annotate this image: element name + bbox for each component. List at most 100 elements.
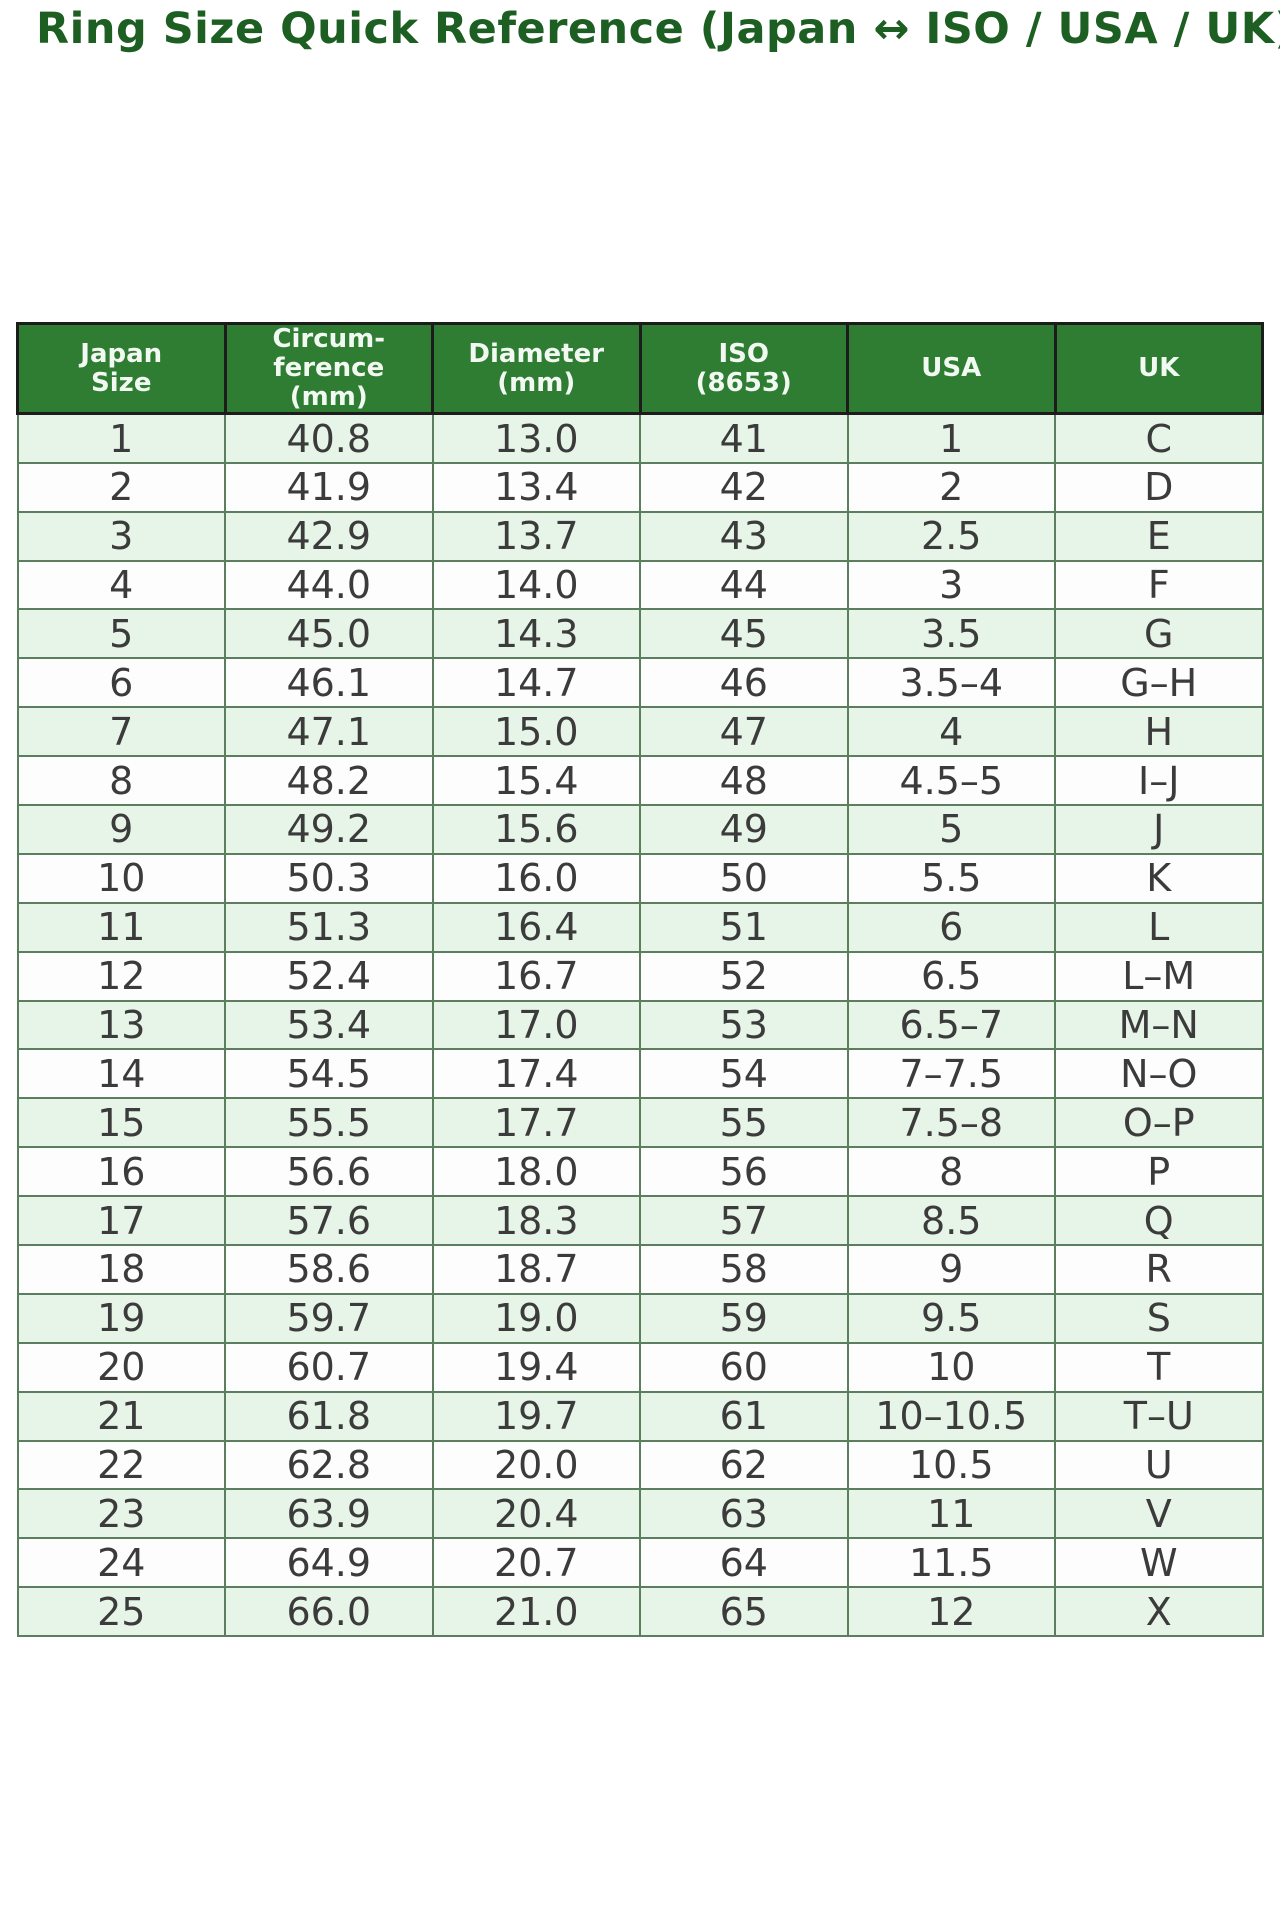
table-header-row: Japan Size Circum- ference (mm) Diameter… bbox=[16, 321, 1264, 416]
table-cell-iso: 49 bbox=[639, 803, 849, 855]
table-cell-usa: 9.5 bbox=[846, 1292, 1056, 1344]
table-cell-usa: 8 bbox=[846, 1146, 1056, 1198]
ring-size-table: Japan Size Circum- ference (mm) Diameter… bbox=[16, 321, 1264, 1638]
table-cell-usa: 8.5 bbox=[846, 1195, 1056, 1246]
table-cell-iso: 54 bbox=[639, 1048, 849, 1100]
table-row: 25 66.0 21.0 65 12 X bbox=[16, 1586, 1264, 1638]
table-cell-diameter: 14.3 bbox=[431, 608, 641, 660]
table-cell-diameter: 20.7 bbox=[431, 1537, 641, 1589]
table-cell-usa: 9 bbox=[846, 1243, 1056, 1295]
table-cell-circumference: 44.0 bbox=[224, 559, 434, 611]
table-cell-japan: 25 bbox=[16, 1586, 226, 1638]
table-cell-iso: 65 bbox=[639, 1586, 849, 1638]
table-cell-diameter: 16.7 bbox=[431, 950, 641, 1002]
table-cell-japan: 11 bbox=[16, 901, 226, 953]
table-cell-diameter: 15.0 bbox=[431, 706, 641, 758]
table-cell-circumference: 60.7 bbox=[224, 1341, 434, 1393]
table-cell-japan: 20 bbox=[16, 1341, 226, 1393]
table-cell-diameter: 13.7 bbox=[431, 510, 641, 562]
table-cell-usa: 1 bbox=[846, 412, 1056, 464]
table-cell-usa: 2 bbox=[846, 461, 1056, 513]
table-cell-circumference: 57.6 bbox=[224, 1195, 434, 1246]
table-row: 24 64.9 20.7 64 11.5 W bbox=[16, 1537, 1264, 1589]
table-cell-uk: Q bbox=[1054, 1195, 1264, 1246]
table-cell-uk: J bbox=[1054, 803, 1264, 855]
table-cell-uk: G–H bbox=[1054, 657, 1264, 709]
table-cell-iso: 41 bbox=[639, 412, 849, 464]
table-cell-diameter: 17.4 bbox=[431, 1048, 641, 1100]
column-header-circumference: Circum- ference (mm) bbox=[223, 321, 434, 416]
table-cell-uk: D bbox=[1054, 461, 1264, 513]
table-cell-uk: H bbox=[1054, 706, 1264, 758]
table-cell-iso: 47 bbox=[639, 706, 849, 758]
table-container: Japan Size Circum- ference (mm) Diameter… bbox=[16, 321, 1264, 1638]
table-cell-iso: 43 bbox=[639, 510, 849, 562]
table-cell-iso: 59 bbox=[639, 1292, 849, 1344]
table-cell-japan: 18 bbox=[16, 1243, 226, 1295]
table-cell-japan: 15 bbox=[16, 1097, 226, 1149]
table-cell-japan: 21 bbox=[16, 1390, 226, 1442]
table-cell-japan: 6 bbox=[16, 657, 226, 709]
table-cell-usa: 4 bbox=[846, 706, 1056, 758]
table-cell-iso: 50 bbox=[639, 852, 849, 904]
table-cell-uk: P bbox=[1054, 1146, 1264, 1198]
table-cell-japan: 22 bbox=[16, 1439, 226, 1491]
table-cell-uk: R bbox=[1054, 1243, 1264, 1295]
table-cell-circumference: 55.5 bbox=[224, 1097, 434, 1149]
table-row: 22 62.8 20.0 62 10.5 U bbox=[16, 1439, 1264, 1491]
table-cell-japan: 14 bbox=[16, 1048, 226, 1100]
table-row: 17 57.6 18.3 57 8.5 Q bbox=[16, 1195, 1264, 1246]
table-cell-circumference: 51.3 bbox=[224, 901, 434, 953]
table-cell-uk: E bbox=[1054, 510, 1264, 562]
table-cell-usa: 6 bbox=[846, 901, 1056, 953]
table-cell-japan: 12 bbox=[16, 950, 226, 1002]
table-row: 8 48.2 15.4 48 4.5–5 I–J bbox=[16, 755, 1264, 806]
table-row: 5 45.0 14.3 45 3.5 G bbox=[16, 608, 1264, 660]
table-cell-japan: 17 bbox=[16, 1195, 226, 1246]
table-cell-circumference: 46.1 bbox=[224, 657, 434, 709]
table-cell-uk: O–P bbox=[1054, 1097, 1264, 1149]
table-cell-iso: 63 bbox=[639, 1488, 849, 1540]
table-row: 14 54.5 17.4 54 7–7.5 N–O bbox=[16, 1048, 1264, 1100]
table-cell-diameter: 16.0 bbox=[431, 852, 641, 904]
table-cell-iso: 64 bbox=[639, 1537, 849, 1589]
table-cell-circumference: 66.0 bbox=[224, 1586, 434, 1638]
table-cell-uk: S bbox=[1054, 1292, 1264, 1344]
table-cell-diameter: 20.0 bbox=[431, 1439, 641, 1491]
table-cell-uk: L bbox=[1054, 901, 1264, 953]
table-cell-diameter: 14.7 bbox=[431, 657, 641, 709]
table-cell-uk: W bbox=[1054, 1537, 1264, 1589]
table-cell-iso: 48 bbox=[639, 755, 849, 806]
table-row: 1 40.8 13.0 41 1 C bbox=[16, 412, 1264, 464]
table-row: 9 49.2 15.6 49 5 J bbox=[16, 803, 1264, 855]
column-header-japan-size: Japan Size bbox=[16, 321, 227, 416]
table-cell-diameter: 21.0 bbox=[431, 1586, 641, 1638]
table-cell-diameter: 18.3 bbox=[431, 1195, 641, 1246]
column-header-usa: USA bbox=[846, 321, 1057, 416]
column-header-uk: UK bbox=[1053, 321, 1264, 416]
table-cell-iso: 62 bbox=[639, 1439, 849, 1491]
table-cell-japan: 4 bbox=[16, 559, 226, 611]
table-cell-japan: 19 bbox=[16, 1292, 226, 1344]
table-cell-circumference: 56.6 bbox=[224, 1146, 434, 1198]
table-cell-circumference: 48.2 bbox=[224, 755, 434, 806]
table-cell-iso: 42 bbox=[639, 461, 849, 513]
table-row: 19 59.7 19.0 59 9.5 S bbox=[16, 1292, 1264, 1344]
table-cell-iso: 60 bbox=[639, 1341, 849, 1393]
table-cell-uk: K bbox=[1054, 852, 1264, 904]
table-cell-iso: 51 bbox=[639, 901, 849, 953]
table-cell-usa: 2.5 bbox=[846, 510, 1056, 562]
table-row: 13 53.4 17.0 53 6.5–7 M–N bbox=[16, 999, 1264, 1051]
table-cell-usa: 3.5 bbox=[846, 608, 1056, 660]
table-row: 18 58.6 18.7 58 9 R bbox=[16, 1243, 1264, 1295]
table-cell-uk: G bbox=[1054, 608, 1264, 660]
table-cell-iso: 45 bbox=[639, 608, 849, 660]
table-cell-diameter: 19.4 bbox=[431, 1341, 641, 1393]
table-body: 1 40.8 13.0 41 1 C 2 41.9 13.4 42 2 D 3 42.9 13.7 43 2.5… bbox=[16, 412, 1264, 1638]
table-cell-iso: 44 bbox=[639, 559, 849, 611]
table-cell-iso: 53 bbox=[639, 999, 849, 1051]
table-cell-usa: 4.5–5 bbox=[846, 755, 1056, 806]
table-cell-usa: 10.5 bbox=[846, 1439, 1056, 1491]
table-cell-japan: 13 bbox=[16, 999, 226, 1051]
table-cell-japan: 1 bbox=[16, 412, 226, 464]
